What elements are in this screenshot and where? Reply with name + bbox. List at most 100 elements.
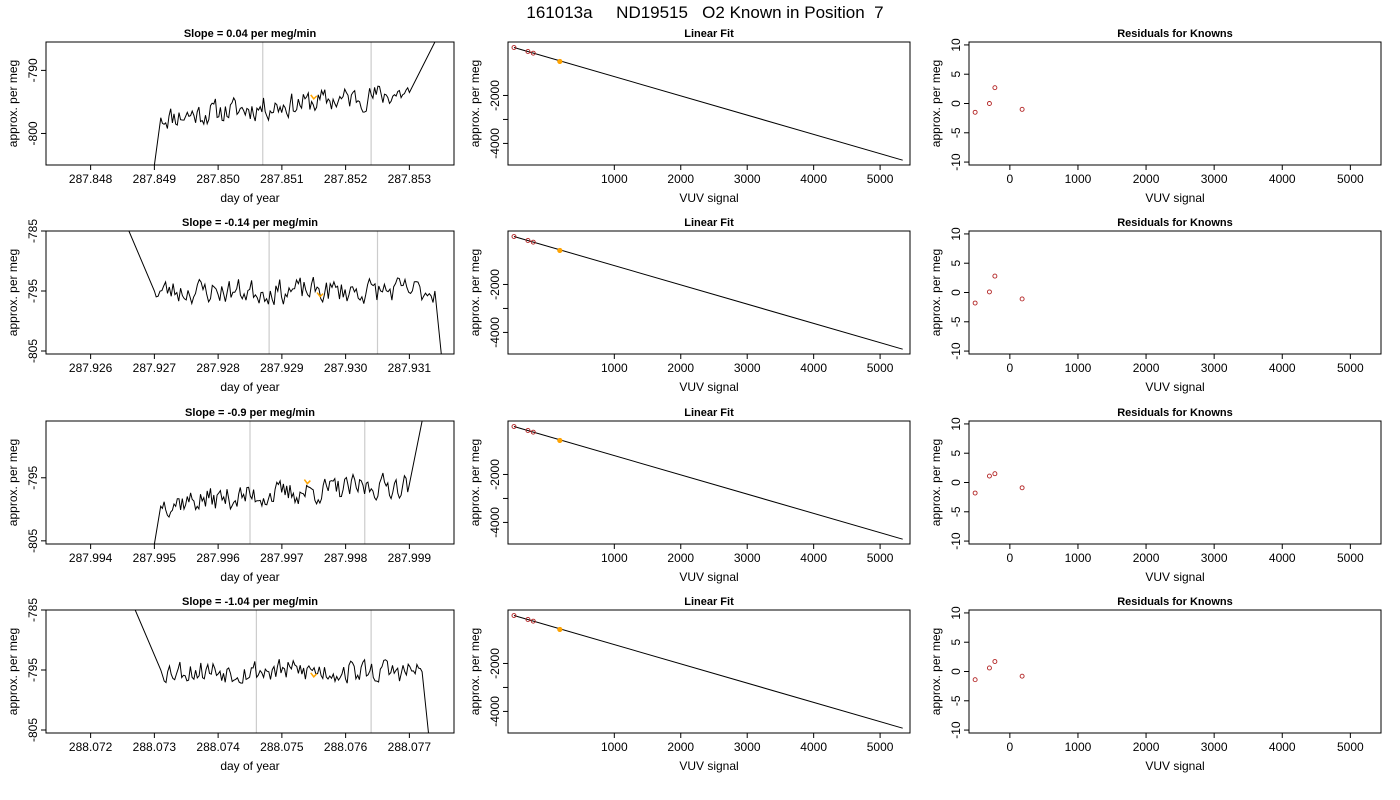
x-tick-label: 4000 [800, 551, 827, 565]
panel-title: Slope = 0.04 per meg/min [184, 28, 317, 40]
panel-title: Residuals for Knowns [1117, 217, 1233, 229]
x-tick-label: 4000 [800, 361, 827, 375]
y-axis-label: approx. per meg [929, 439, 943, 526]
residual-point-4 [1019, 673, 1025, 679]
y-tick-label: -2000 [488, 80, 502, 111]
x-tick-label: 288.074 [196, 740, 240, 754]
residual-point-1 [972, 109, 978, 115]
known-point-3 [530, 618, 536, 624]
unknown-point [557, 58, 563, 65]
x-tick-label: 288.076 [324, 740, 368, 754]
x-axis-label: VUV signal [1145, 759, 1204, 773]
y-tick-label: -5 [949, 506, 963, 517]
trace-line [153, 421, 423, 544]
time-series-panel-4: Slope = -1.04 per meg/min 288.072 288.073 2… [6, 596, 455, 773]
residual-point-2 [986, 289, 992, 295]
highlight-segment [316, 292, 324, 298]
y-axis-label: approx. per meg [468, 439, 482, 526]
y-axis-label: approx. per meg [929, 60, 943, 147]
y-tick-label: -790 [26, 58, 40, 82]
x-tick-label: 1000 [1065, 551, 1092, 565]
data-layer [153, 421, 423, 544]
y-tick-label: 10 [949, 417, 963, 431]
x-tick-label: 3000 [1201, 361, 1228, 375]
y-tick-label: -5 [949, 695, 963, 706]
x-tick-label: 0 [1007, 740, 1014, 754]
x-tick-label: 5000 [867, 172, 894, 186]
x-axis-label: day of year [220, 191, 279, 205]
y-tick-label: -2000 [488, 459, 502, 490]
x-tick-label: 4000 [1269, 361, 1296, 375]
x-tick-label: 4000 [800, 740, 827, 754]
residual-point-4 [1019, 106, 1025, 112]
y-tick-label: -800 [26, 121, 40, 145]
data-layer [972, 659, 1025, 683]
x-tick-label: 0 [1007, 172, 1014, 186]
panel-title: Slope = -1.04 per meg/min [182, 596, 318, 608]
x-tick-label: 287.996 [196, 551, 240, 565]
x-axis-label: VUV signal [679, 570, 738, 584]
y-tick-label: -4000 [488, 696, 502, 727]
y-axis-label: approx. per meg [929, 628, 943, 715]
x-axis-label: VUV signal [1145, 191, 1204, 205]
y-tick-label: -805 [26, 529, 40, 553]
y-axis-label: approx. per meg [929, 249, 943, 336]
data-layer [972, 85, 1025, 115]
fit-line [513, 615, 903, 729]
known-point-1 [511, 234, 517, 239]
plot-frame [45, 420, 455, 545]
x-tick-label: 5000 [1337, 172, 1364, 186]
x-tick-label: 287.998 [324, 551, 368, 565]
panel-title: Linear Fit [684, 407, 734, 419]
y-tick-label: -785 [26, 598, 40, 622]
linear-fit-panel-2: Linear Fit 1000 2000 3000 4000 5000 -4000 -2000… [468, 217, 911, 394]
known-point-3 [530, 429, 536, 435]
y-tick-label: -10 [949, 153, 963, 171]
x-tick-label: 287.999 [388, 551, 432, 565]
data-layer [972, 471, 1025, 496]
plot-frame [507, 609, 911, 734]
x-tick-label: 2000 [1133, 172, 1160, 186]
fit-line [513, 426, 903, 540]
residual-point-3 [992, 273, 998, 279]
known-point-1 [511, 45, 517, 50]
x-tick-label: 1000 [1065, 172, 1092, 186]
x-tick-label: 288.075 [260, 740, 304, 754]
y-tick-label: 10 [949, 38, 963, 52]
y-tick-label: -10 [949, 342, 963, 360]
y-tick-label: 5 [949, 450, 963, 457]
x-tick-label: 287.930 [324, 361, 368, 375]
x-tick-label: 3000 [1201, 551, 1228, 565]
y-axis-label: approx. per meg [468, 60, 482, 147]
x-tick-label: 287.852 [324, 172, 368, 186]
y-tick-label: -805 [26, 339, 40, 363]
highlight-segment [310, 94, 318, 101]
x-tick-label: 1000 [601, 172, 628, 186]
x-tick-label: 1000 [1065, 740, 1092, 754]
data-layer [153, 42, 436, 165]
y-tick-label: 0 [949, 289, 963, 296]
known-point-3 [530, 239, 536, 245]
residual-point-4 [1019, 485, 1025, 491]
data-layer [511, 45, 903, 161]
residual-point-2 [986, 473, 992, 479]
plot-frame [45, 609, 455, 734]
highlight-segment [310, 672, 318, 678]
y-tick-label: 5 [949, 260, 963, 267]
x-tick-label: 5000 [1337, 551, 1364, 565]
residual-point-3 [992, 85, 998, 91]
y-tick-label: -4000 [488, 507, 502, 538]
data-layer [134, 610, 429, 733]
residual-point-4 [1019, 296, 1025, 302]
y-tick-label: -805 [26, 718, 40, 742]
x-tick-label: 2000 [667, 361, 694, 375]
x-tick-label: 2000 [667, 740, 694, 754]
known-point-1 [511, 613, 517, 618]
y-tick-label: 5 [949, 71, 963, 78]
x-tick-label: 287.997 [260, 551, 304, 565]
residuals-panel-2: Residuals for Knowns 0 1000 2000 3000 4000 500… [929, 217, 1382, 394]
y-tick-label: -4000 [488, 128, 502, 159]
y-tick-label: -785 [26, 219, 40, 243]
residual-point-1 [972, 677, 978, 683]
y-tick-label: -2000 [488, 269, 502, 300]
